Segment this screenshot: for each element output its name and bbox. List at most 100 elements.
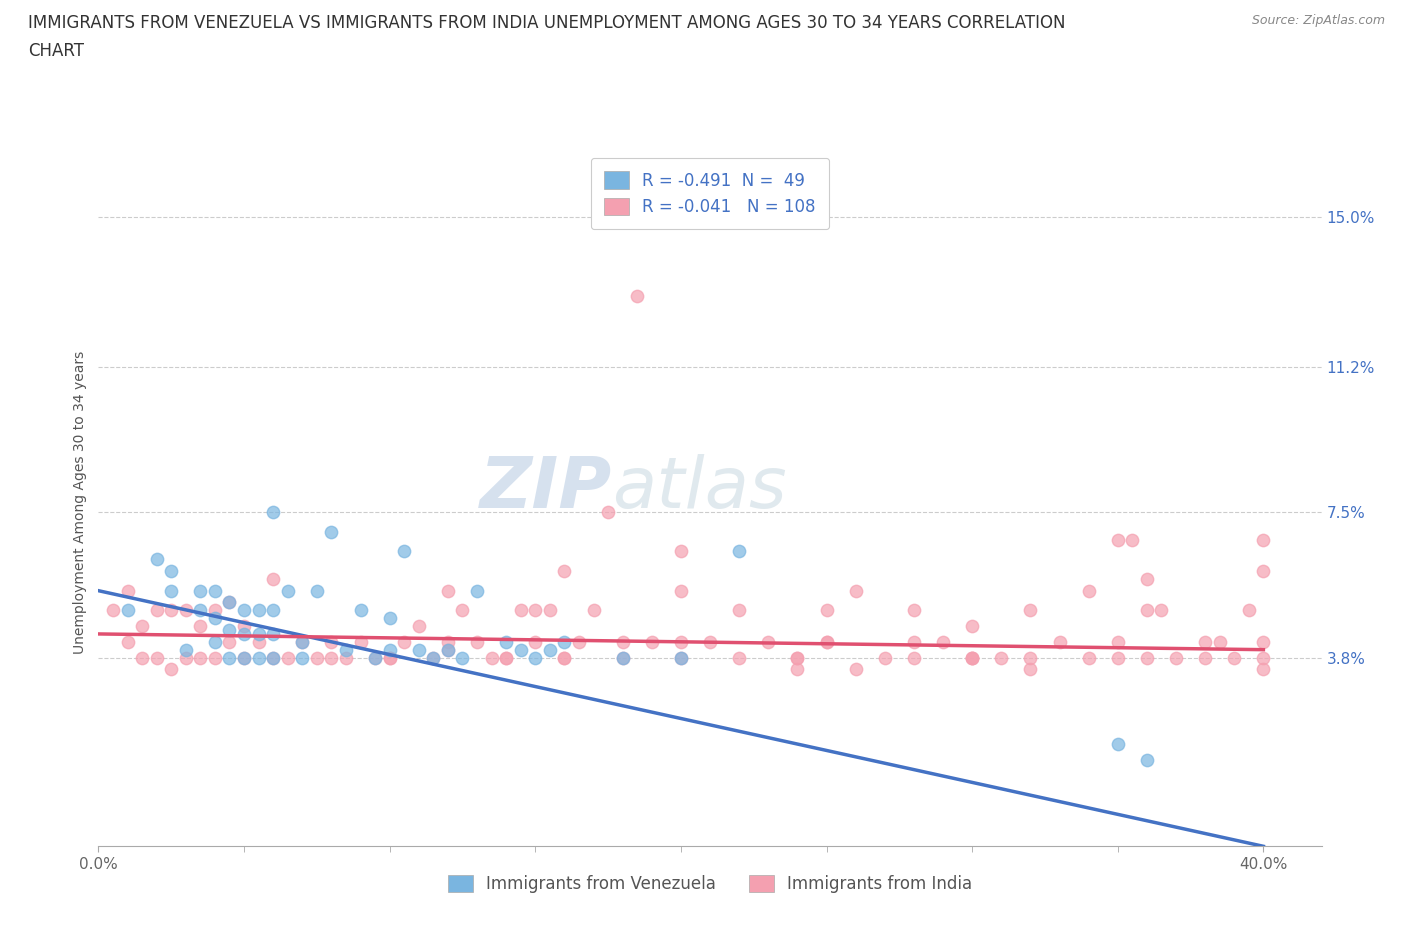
Point — [262, 603, 284, 618]
Point — [1077, 650, 1099, 665]
Point — [1253, 564, 1275, 578]
Point — [291, 634, 314, 649]
Point — [903, 603, 925, 618]
Point — [509, 603, 531, 618]
Point — [437, 583, 460, 598]
Point — [305, 583, 328, 598]
Point — [960, 650, 983, 665]
Point — [233, 618, 256, 633]
Point — [204, 603, 226, 618]
Point — [1049, 634, 1071, 649]
Point — [1253, 634, 1275, 649]
Point — [145, 603, 167, 618]
Point — [392, 634, 416, 649]
Point — [204, 634, 226, 649]
Point — [174, 643, 197, 658]
Point — [262, 627, 284, 642]
Point — [728, 603, 751, 618]
Point — [408, 618, 430, 633]
Point — [465, 634, 488, 649]
Point — [553, 650, 575, 665]
Point — [495, 634, 517, 649]
Point — [481, 650, 503, 665]
Point — [903, 634, 925, 649]
Point — [960, 650, 983, 665]
Point — [728, 544, 751, 559]
Point — [277, 583, 299, 598]
Text: CHART: CHART — [28, 42, 84, 60]
Point — [247, 627, 270, 642]
Point — [1121, 532, 1143, 547]
Point — [1107, 650, 1129, 665]
Point — [1253, 662, 1275, 677]
Point — [756, 634, 779, 649]
Point — [262, 650, 284, 665]
Point — [786, 662, 808, 677]
Point — [932, 634, 955, 649]
Point — [524, 634, 547, 649]
Point — [218, 595, 240, 610]
Point — [1223, 650, 1246, 665]
Point — [364, 650, 387, 665]
Point — [145, 551, 167, 566]
Point — [349, 634, 371, 649]
Point — [568, 634, 591, 649]
Point — [495, 650, 517, 665]
Point — [378, 650, 401, 665]
Point — [233, 627, 256, 642]
Point — [262, 505, 284, 520]
Point — [174, 603, 197, 618]
Point — [669, 650, 692, 665]
Point — [408, 643, 430, 658]
Point — [1164, 650, 1187, 665]
Point — [1194, 650, 1216, 665]
Point — [553, 564, 575, 578]
Point — [160, 564, 183, 578]
Point — [188, 603, 212, 618]
Point — [815, 634, 838, 649]
Point — [1253, 532, 1275, 547]
Point — [291, 634, 314, 649]
Point — [392, 544, 416, 559]
Point — [233, 650, 256, 665]
Point — [364, 650, 387, 665]
Point — [1150, 603, 1173, 618]
Point — [669, 650, 692, 665]
Point — [204, 583, 226, 598]
Point — [117, 634, 139, 649]
Text: atlas: atlas — [612, 454, 787, 523]
Point — [786, 650, 808, 665]
Point — [305, 650, 328, 665]
Point — [845, 662, 868, 677]
Point — [1237, 603, 1260, 618]
Point — [188, 583, 212, 598]
Point — [378, 643, 401, 658]
Point — [378, 611, 401, 626]
Point — [437, 634, 460, 649]
Point — [291, 650, 314, 665]
Point — [786, 650, 808, 665]
Point — [233, 603, 256, 618]
Point — [247, 603, 270, 618]
Point — [218, 622, 240, 637]
Point — [349, 603, 371, 618]
Point — [641, 634, 664, 649]
Point — [612, 650, 634, 665]
Point — [669, 544, 692, 559]
Point — [612, 650, 634, 665]
Y-axis label: Unemployment Among Ages 30 to 34 years: Unemployment Among Ages 30 to 34 years — [73, 351, 87, 654]
Point — [1136, 603, 1159, 618]
Point — [188, 650, 212, 665]
Point — [1107, 634, 1129, 649]
Text: ZIP: ZIP — [479, 454, 612, 523]
Point — [509, 643, 531, 658]
Point — [218, 595, 240, 610]
Point — [903, 650, 925, 665]
Point — [1208, 634, 1232, 649]
Point — [160, 583, 183, 598]
Point — [321, 634, 343, 649]
Point — [335, 650, 357, 665]
Legend: Immigrants from Venezuela, Immigrants from India: Immigrants from Venezuela, Immigrants fr… — [434, 862, 986, 907]
Point — [582, 603, 605, 618]
Point — [669, 583, 692, 598]
